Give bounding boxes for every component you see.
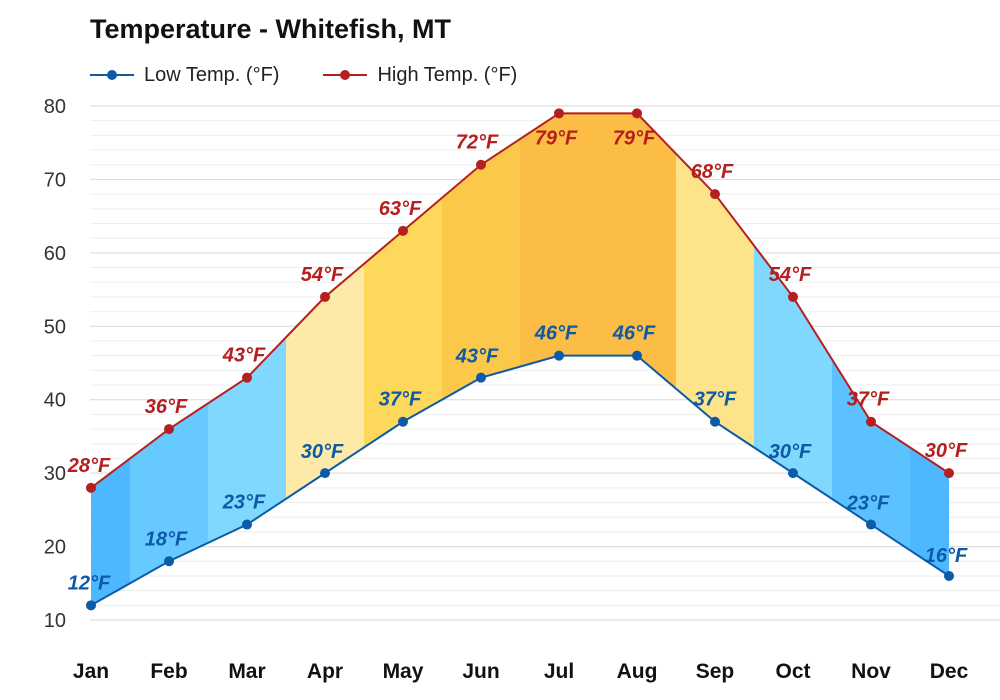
temp-range-band — [91, 458, 130, 606]
high-temp-data-label: 72°F — [456, 132, 499, 154]
y-tick-label: 50 — [44, 316, 66, 338]
y-tick-label: 10 — [44, 610, 66, 632]
low-temp-data-label: 30°F — [769, 441, 812, 463]
high-temp-point — [476, 159, 486, 170]
temp-range-band — [286, 263, 364, 499]
high-temp-point — [632, 108, 642, 119]
legend-low-swatch — [90, 68, 134, 82]
y-tick-label: 60 — [44, 243, 66, 265]
low-temp-point — [554, 350, 564, 361]
x-tick-label: Aug — [617, 660, 658, 683]
low-temp-data-label: 18°F — [145, 528, 188, 550]
low-temp-data-label: 46°F — [612, 323, 656, 345]
high-temp-point — [242, 372, 252, 383]
x-tick-label: Feb — [150, 660, 187, 683]
high-temp-point — [944, 468, 954, 479]
high-temp-data-label: 28°F — [67, 455, 111, 477]
y-tick-label: 70 — [44, 169, 66, 191]
temp-range-band — [364, 197, 442, 448]
low-temp-point — [788, 468, 798, 479]
temp-range-band — [520, 113, 598, 367]
high-temp-point — [164, 424, 174, 435]
x-tick-label: Nov — [851, 660, 891, 683]
low-temp-point — [866, 519, 876, 530]
high-temp-point — [398, 225, 408, 236]
y-tick-label: 30 — [44, 463, 66, 485]
temp-range-band — [442, 139, 520, 400]
high-temp-line — [90, 112, 950, 489]
low-temp-data-label: 37°F — [379, 389, 422, 411]
high-temp-data-label: 36°F — [145, 396, 188, 418]
high-temp-data-label: 54°F — [769, 264, 812, 286]
x-tick-label: May — [383, 660, 424, 683]
temp-range-band — [676, 153, 754, 448]
low-temp-data-label: 12°F — [68, 572, 111, 594]
low-temp-point — [398, 416, 408, 427]
low-temp-line — [90, 354, 950, 607]
low-temp-point — [86, 600, 96, 611]
y-tick-label: 80 — [44, 96, 66, 118]
x-tick-label: Jul — [544, 660, 574, 683]
low-temp-data-label: 16°F — [925, 545, 968, 567]
high-temp-data-label: 54°F — [301, 264, 344, 286]
legend: Low Temp. (°F) High Temp. (°F) — [90, 60, 561, 90]
legend-item-high[interactable]: High Temp. (°F) — [323, 64, 517, 87]
legend-high-swatch — [323, 68, 368, 82]
high-temp-data-label: 63°F — [379, 198, 422, 220]
x-tick-label: Dec — [930, 660, 969, 683]
y-tick-label: 20 — [44, 537, 66, 559]
low-temp-point — [476, 372, 486, 383]
low-temp-point — [710, 416, 720, 427]
low-temp-point — [944, 570, 954, 581]
temp-range-band — [754, 245, 832, 499]
x-tick-label: Jan — [73, 660, 109, 683]
high-temp-point — [788, 291, 798, 302]
low-temp-point — [164, 556, 174, 567]
high-temp-data-label: 68°F — [691, 161, 734, 183]
x-tick-label: Mar — [228, 660, 265, 683]
low-temp-point — [320, 468, 330, 479]
low-temp-point — [632, 350, 642, 361]
low-temp-data-label: 30°F — [301, 441, 344, 463]
x-tick-label: Jun — [462, 660, 499, 683]
high-temp-point — [866, 416, 876, 427]
legend-item-low[interactable]: Low Temp. (°F) — [90, 64, 279, 87]
legend-high-label: High Temp. (°F) — [377, 63, 518, 86]
temp-range-band — [208, 337, 286, 543]
high-temp-data-label: 43°F — [222, 345, 266, 367]
high-temp-data-label: 79°F — [535, 127, 578, 149]
low-temp-data-label: 23°F — [846, 493, 890, 515]
legend-low-label: Low Temp. (°F) — [144, 63, 280, 86]
high-temp-data-label: 37°F — [847, 389, 890, 411]
y-tick-label: 40 — [44, 390, 66, 412]
temp-range-band — [910, 447, 949, 576]
low-temp-data-label: 23°F — [222, 492, 266, 514]
x-tick-label: Oct — [775, 660, 810, 683]
chart-title: Temperature - Whitefish, MT — [90, 14, 452, 44]
high-temp-point — [710, 189, 720, 200]
temp-range-band — [832, 359, 910, 551]
low-temp-data-label: 46°F — [534, 323, 578, 345]
high-temp-point — [554, 108, 564, 119]
high-temp-point — [320, 291, 330, 302]
x-tick-label: Sep — [696, 660, 735, 683]
temp-range-band — [598, 113, 676, 389]
high-temp-point — [86, 482, 96, 493]
low-temp-data-label: 43°F — [455, 346, 499, 368]
low-temp-data-label: 37°F — [694, 389, 737, 411]
temp-range-band — [130, 403, 208, 584]
high-temp-data-label: 79°F — [613, 127, 656, 149]
high-temp-data-label: 30°F — [925, 440, 968, 462]
x-tick-label: Apr — [307, 660, 343, 683]
low-temp-point — [242, 519, 252, 530]
